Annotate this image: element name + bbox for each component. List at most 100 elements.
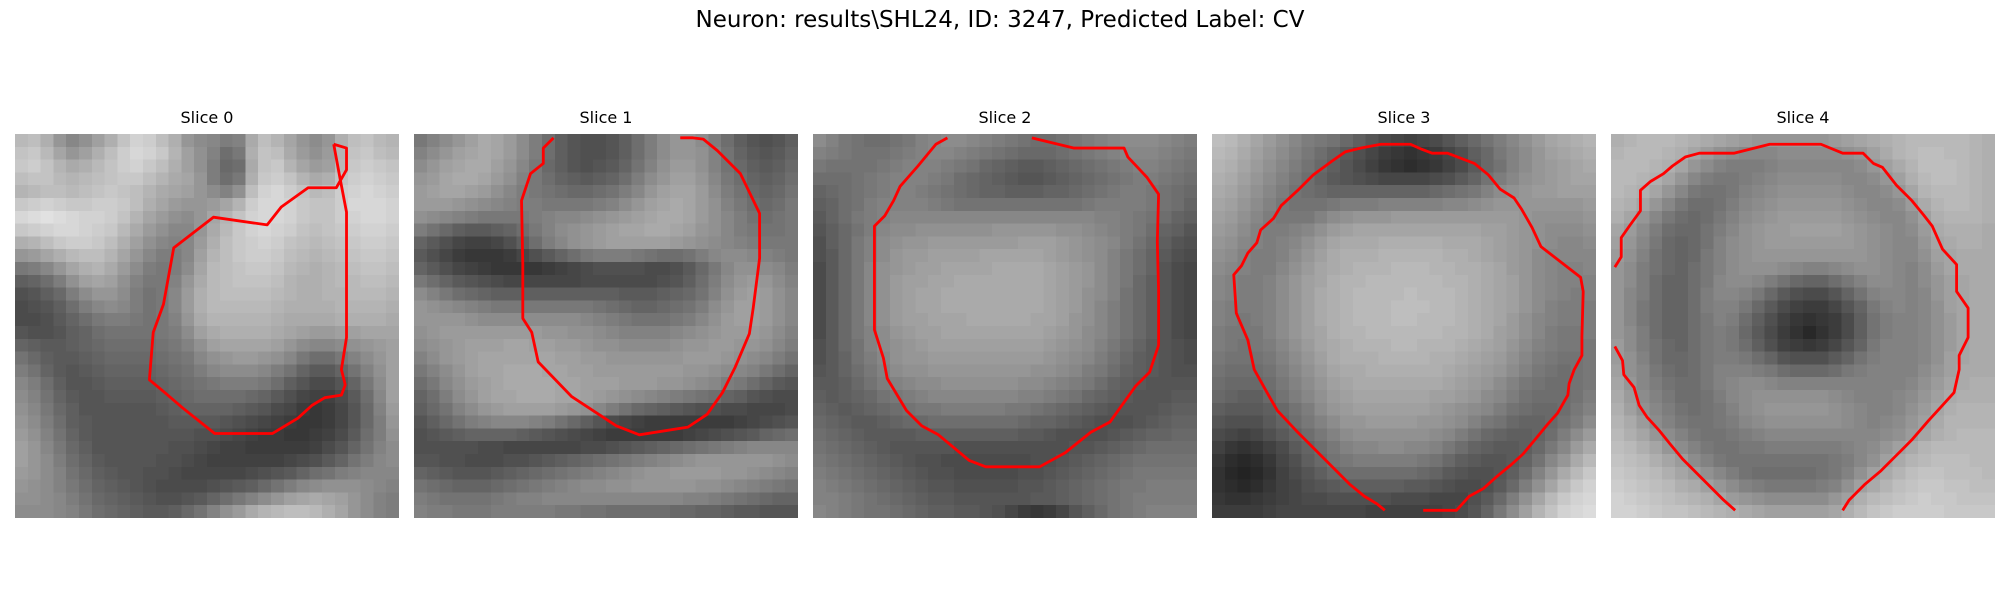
pixel [1030, 428, 1044, 442]
pixel [1391, 428, 1405, 442]
pixel [1700, 390, 1714, 404]
pixel [130, 415, 144, 429]
pixel [1687, 390, 1701, 404]
pixel [1841, 300, 1855, 314]
pixel [1455, 262, 1469, 276]
pixel [889, 300, 903, 314]
pixel [219, 172, 233, 186]
pixel [104, 198, 118, 212]
pixel [838, 159, 852, 173]
pixel [1828, 134, 1842, 148]
pixel [1314, 134, 1328, 148]
pixel [1493, 377, 1507, 391]
pixel [644, 300, 658, 314]
pixel [902, 326, 916, 340]
pixel [1455, 326, 1469, 340]
pixel [785, 159, 798, 173]
pixel [53, 262, 67, 276]
pixel [168, 428, 182, 442]
pixel [631, 492, 645, 506]
pixel [618, 236, 632, 250]
pixel [1224, 313, 1238, 327]
pixel [335, 390, 349, 404]
pixel [1056, 402, 1070, 416]
pixel [452, 300, 466, 314]
pixel [979, 249, 993, 263]
pixel [1365, 249, 1379, 263]
pixel [1184, 274, 1197, 288]
pixel [979, 287, 993, 301]
pixel [478, 249, 492, 263]
pixel [1017, 300, 1031, 314]
pixel [1263, 428, 1277, 442]
pixel [1803, 172, 1817, 186]
pixel [426, 428, 440, 442]
pixel [631, 313, 645, 327]
pixel [1943, 262, 1957, 276]
pixel [347, 313, 361, 327]
pixel [1301, 185, 1315, 199]
pixel [1905, 492, 1919, 506]
pixel [772, 479, 786, 493]
pixel [322, 364, 336, 378]
pixel [554, 313, 568, 327]
pixel [992, 492, 1006, 506]
pixel [219, 249, 233, 263]
pixel [1700, 274, 1714, 288]
pixel [1352, 364, 1366, 378]
pixel [232, 505, 246, 518]
pixel [554, 441, 568, 455]
pixel [1841, 377, 1855, 391]
pixel [1931, 210, 1945, 224]
pixel [567, 198, 581, 212]
pixel [1288, 274, 1302, 288]
pixel [928, 326, 942, 340]
pixel [516, 326, 530, 340]
pixel [785, 185, 798, 199]
pixel [53, 249, 67, 263]
pixel [1094, 210, 1108, 224]
pixel [1327, 479, 1341, 493]
pixel-grid [1611, 134, 1995, 518]
pixel [772, 351, 786, 365]
pixel [1726, 415, 1740, 429]
pixel [567, 479, 581, 493]
pixel [1764, 249, 1778, 263]
pixel [360, 262, 374, 276]
pixel [1429, 326, 1443, 340]
pixel [953, 351, 967, 365]
pixel [40, 326, 54, 340]
pixel [941, 300, 955, 314]
pixel [1158, 441, 1172, 455]
pixel [1429, 134, 1443, 148]
pixel [992, 287, 1006, 301]
pixel [1764, 210, 1778, 224]
pixel [219, 185, 233, 199]
pixel [360, 210, 374, 224]
pixel [91, 377, 105, 391]
pixel [1184, 454, 1197, 468]
pixel [168, 274, 182, 288]
pixel [1918, 134, 1932, 148]
pixel [66, 262, 80, 276]
pixel [825, 377, 839, 391]
pixel [567, 185, 581, 199]
pixel [194, 505, 208, 518]
pixel [1790, 300, 1804, 314]
pixel [1263, 454, 1277, 468]
pixel [245, 249, 259, 263]
pixel [1145, 313, 1159, 327]
pixel [1468, 300, 1482, 314]
pixel [258, 262, 272, 276]
pixel [772, 223, 786, 237]
pixel [207, 364, 221, 378]
pixel [1069, 262, 1083, 276]
pixel [1455, 415, 1469, 429]
pixel [1250, 402, 1264, 416]
pixel [27, 223, 41, 237]
pixel [1404, 377, 1418, 391]
pixel [1043, 300, 1057, 314]
pixel [966, 262, 980, 276]
pixel [1867, 249, 1881, 263]
pixel [1570, 313, 1584, 327]
